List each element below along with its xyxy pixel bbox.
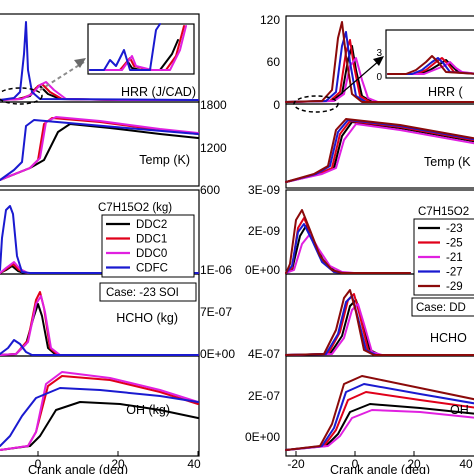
right-hrr-tick-120: 120 [260, 13, 280, 27]
left-inset-cdfc [89, 23, 161, 71]
right-temp-label: Temp (K [424, 155, 471, 169]
right-hrr-m25 [285, 39, 474, 103]
right-oh-tick-2e07: 2E-07 [248, 389, 280, 403]
right-x-tick-20: 20 [407, 457, 421, 471]
right-hcho-label: HCHO [430, 331, 467, 345]
left-x-tick-40: 40 [187, 457, 201, 471]
right-c7-m23 [285, 225, 411, 274]
right-oh-label: OH [450, 403, 469, 417]
right-zoom-arrow [335, 59, 381, 99]
right-x-tick-40: 40 [459, 457, 473, 471]
right-temp-m27 [285, 119, 474, 183]
left-column: HRR (J/CAD) Temp (K) HCHO (kg) OH (kg) C… [0, 13, 201, 474]
right-legend-label-2: -25 [446, 238, 463, 250]
left-temp-label: Temp (K) [139, 153, 190, 167]
right-case-box [411, 297, 474, 317]
left-hcho-tick-0: 0E+00 [200, 347, 235, 361]
left-temp-cdfc [0, 119, 199, 181]
left-oh-ddc0 [0, 371, 199, 451]
left-x-ticks: 0 20 40 [35, 451, 201, 471]
left-legend-label-cdfc: CDFC [136, 263, 168, 275]
right-hrr-m29 [285, 21, 474, 103]
left-x-tick-0: 0 [35, 457, 42, 471]
right-legend: C7H15O2 -23 -25 -21 -27 -29 Case: DD [411, 206, 474, 317]
right-c7-m29 [285, 209, 411, 274]
left-x-tick-20: 20 [111, 457, 125, 471]
right-c7-tick-0: 0E+00 [245, 263, 280, 277]
right-oh-m25 [285, 391, 474, 451]
left-oh-ddc2 [0, 401, 199, 451]
right-hrr-tick-60: 60 [267, 55, 281, 69]
right-x-tick-0: 0 [352, 457, 359, 471]
left-legend-label-ddc0: DDC0 [136, 248, 167, 260]
right-inset-tick-3: 3 [376, 48, 382, 59]
left-temp-tick-600: 600 [200, 183, 220, 197]
right-c7-m21 [285, 233, 411, 274]
right-inset-m29 [387, 55, 474, 75]
right-temp-m29 [285, 118, 474, 183]
left-zoom-arrow [39, 61, 85, 91]
left-hcho-cdfc [0, 339, 199, 356]
left-legend-label-ddc2: DDC2 [136, 219, 167, 231]
left-c7-cdfc [0, 205, 199, 274]
right-xlabel: Crank angle (deg) [330, 463, 430, 474]
left-hcho-ddc0 [0, 295, 199, 356]
right-hrr-m21 [285, 57, 474, 103]
right-oh-m27 [285, 383, 474, 451]
right-inset-tick-0: 0 [376, 72, 382, 83]
right-legend-title: C7H15O2 [418, 206, 469, 218]
right-x-ticks: -20 0 20 40 [287, 451, 473, 471]
right-inset-m21 [387, 61, 474, 75]
right-panel-temp-frame [285, 103, 474, 189]
right-hrr-tick-0: 0 [273, 98, 280, 112]
right-hcho-m29 [285, 289, 474, 356]
right-zoom-ellipse [293, 95, 339, 113]
left-panel-temp-frame [0, 101, 200, 187]
left-c7-tick-1e06: 1E-06 [200, 263, 232, 277]
left-oh-label: OH (kg) [126, 403, 170, 417]
right-hrr-label: HRR ( [428, 85, 464, 99]
right-oh-m29 [285, 375, 474, 451]
right-legend-label-3: -21 [446, 252, 463, 264]
right-c7-m27 [285, 223, 411, 274]
right-panel-oh-frame [285, 355, 474, 457]
left-xlabel: Crank angle (deg) [28, 463, 128, 474]
left-temp-tick-1800: 1800 [200, 98, 227, 112]
left-temp-ddc0 [0, 116, 199, 181]
right-zoom-arrowhead [373, 56, 384, 66]
left-case-label: Case: -23 SOI [106, 287, 179, 299]
right-legend-label-1: -23 [446, 223, 463, 235]
left-inset-ddc0 [89, 25, 187, 71]
right-oh-m21 [285, 409, 474, 451]
right-legend-label-4: -27 [446, 267, 463, 279]
left-hrr-label: HRR (J/CAD) [121, 85, 196, 99]
left-zoom-arrowhead [74, 58, 86, 68]
middle-ticks: 1800 1200 600 1E-06 7E-07 0E+00 120 60 0… [200, 13, 280, 444]
right-case-label: Case: DD [416, 302, 466, 314]
right-x-tick-m20: -20 [287, 457, 305, 471]
left-case-box [99, 282, 197, 302]
left-temp-tick-1200: 1200 [200, 141, 227, 155]
left-legend-label-ddc1: DDC1 [136, 234, 167, 246]
right-temp-m21 [285, 123, 474, 183]
right-hcho-tick-4e07: 4E-07 [248, 347, 280, 361]
left-hcho-tick-7e07: 7E-07 [200, 305, 232, 319]
left-hrr-cdfc [0, 21, 199, 101]
right-column: 3 0 HRR ( Temp (K HCHO OH C7H15O2 -23 -25… [285, 15, 474, 474]
right-oh-tick-0: 0E+00 [245, 430, 280, 444]
left-legend: C7H15O2 (kg) DDC2 DDC1 DDC0 CDFC Case: -23 … [98, 202, 197, 302]
left-oh-cdfc [0, 387, 199, 447]
left-legend-title: C7H15O2 (kg) [98, 202, 172, 214]
right-c7-tick-2e09: 2E-09 [248, 224, 280, 238]
left-zoom-ellipse [0, 87, 43, 105]
right-c7-tick-3e09: 3E-09 [248, 183, 280, 197]
left-hcho-label: HCHO (kg) [116, 311, 178, 325]
right-legend-label-5: -29 [446, 281, 463, 293]
